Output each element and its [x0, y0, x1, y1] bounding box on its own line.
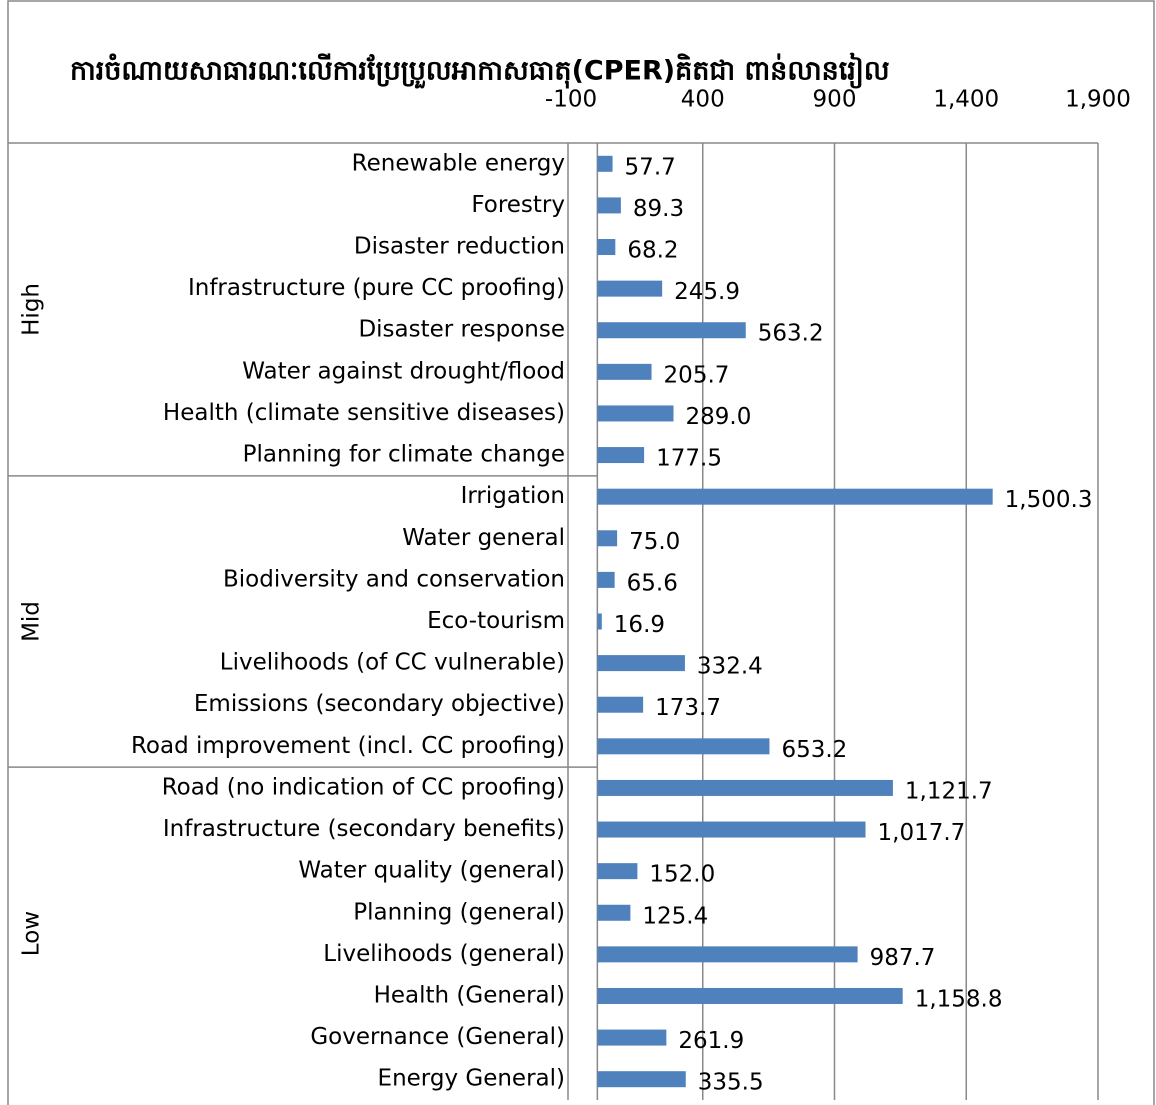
category-label: Forestry	[471, 192, 565, 218]
group-label: Low	[19, 911, 45, 956]
group-label: Mid	[19, 601, 45, 642]
category-label: Water against drought/flood	[242, 358, 565, 384]
value-label: 332.4	[697, 654, 763, 680]
value-label: 68.2	[627, 238, 678, 264]
bar	[597, 613, 602, 630]
value-label: 152.0	[649, 862, 715, 888]
bar	[597, 779, 893, 796]
category-label: Energy General)	[378, 1066, 565, 1092]
bar	[597, 1029, 667, 1046]
bar	[597, 447, 645, 464]
chart-frame	[7, 0, 1155, 1105]
bar	[597, 322, 746, 339]
value-label: 1,500.3	[1005, 487, 1093, 513]
value-label: 245.9	[674, 279, 740, 305]
bar	[597, 696, 644, 713]
x-tick-label: 900	[813, 87, 857, 113]
category-label: Water quality (general)	[298, 858, 565, 884]
x-tick-label: 400	[681, 87, 725, 113]
bar	[597, 1071, 686, 1088]
x-tick-label: -100	[545, 87, 597, 113]
category-label: Health (General)	[374, 982, 565, 1008]
value-label: 177.5	[656, 446, 722, 472]
chart-title: ការចំណាយសាធារណៈលើការប្រែប្រួលអាកាសធាតុ(C…	[70, 53, 890, 90]
value-label: 57.7	[625, 154, 676, 180]
category-label: Renewable energy	[352, 150, 565, 176]
bar	[597, 946, 858, 963]
category-label: Water general	[402, 525, 565, 551]
value-label: 261.9	[678, 1028, 744, 1054]
value-label: 335.5	[698, 1070, 764, 1096]
category-label: Infrastructure (pure CC proofing)	[188, 275, 565, 301]
bar	[597, 987, 903, 1004]
category-label: Road improvement (incl. CC proofing)	[131, 733, 565, 759]
x-tick-label: 1,400	[933, 87, 999, 113]
value-label: 1,158.8	[915, 986, 1003, 1012]
value-label: 1,017.7	[878, 820, 966, 846]
value-label: 563.2	[758, 321, 824, 347]
bar	[597, 197, 621, 214]
bar	[597, 904, 631, 921]
category-label: Road (no indication of CC proofing)	[162, 774, 565, 800]
value-label: 1,121.7	[905, 778, 993, 804]
bar	[597, 738, 770, 755]
value-label: 987.7	[870, 945, 936, 971]
bar	[597, 405, 674, 422]
bar	[597, 863, 638, 880]
category-label: Planning (general)	[353, 899, 565, 925]
x-tick-label: 1,900	[1065, 87, 1131, 113]
value-label: 75.0	[629, 529, 680, 555]
value-label: 65.6	[627, 570, 678, 596]
bar	[597, 530, 618, 547]
category-label: Emissions (secondary objective)	[194, 691, 565, 717]
category-label: Infrastructure (secondary benefits)	[163, 816, 565, 842]
category-label: Health (climate sensitive diseases)	[163, 400, 565, 426]
value-label: 205.7	[664, 362, 730, 388]
category-label: Governance (General)	[310, 1024, 565, 1050]
category-label: Irrigation	[461, 483, 565, 509]
bar	[597, 280, 663, 297]
bar	[597, 488, 993, 505]
value-label: 16.9	[614, 612, 665, 638]
category-label: Planning for climate change	[243, 442, 565, 468]
value-label: 173.7	[655, 695, 721, 721]
value-label: 653.2	[781, 737, 847, 763]
category-label: Eco-tourism	[427, 608, 565, 634]
category-label: Livelihoods (of CC vulnerable)	[220, 650, 565, 676]
bar	[597, 821, 866, 838]
value-label: 289.0	[686, 404, 752, 430]
category-label: Disaster response	[358, 317, 565, 343]
category-label: Biodiversity and conservation	[223, 566, 565, 592]
category-label: Livelihoods (general)	[323, 941, 565, 967]
bar	[597, 155, 613, 172]
bar	[597, 655, 685, 672]
bar	[597, 239, 616, 256]
group-label: High	[19, 283, 45, 336]
value-label: 125.4	[642, 903, 708, 929]
category-label: Disaster reduction	[354, 234, 565, 260]
value-label: 89.3	[633, 196, 684, 222]
bar	[597, 571, 615, 588]
bar	[597, 363, 652, 380]
